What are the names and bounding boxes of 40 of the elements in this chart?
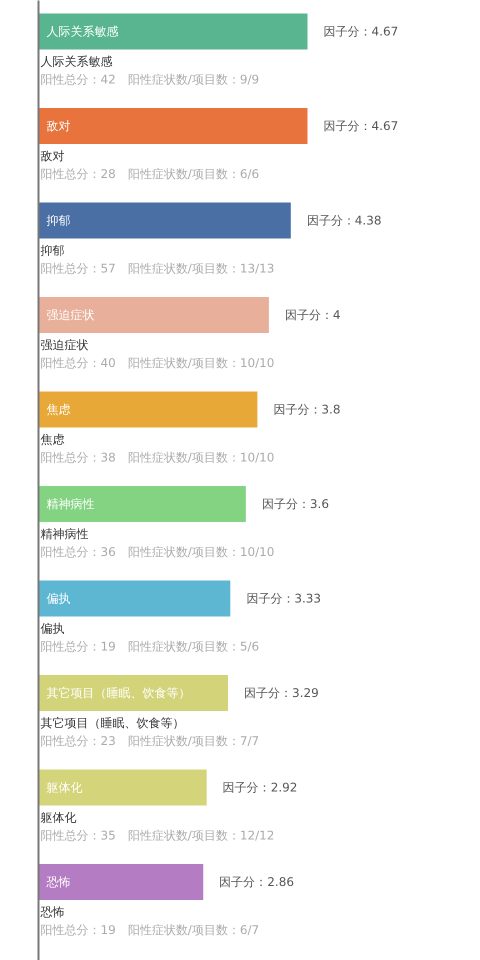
y-tick-label: 强迫症状	[46, 308, 94, 322]
data-label: 因子分：3.6	[262, 497, 329, 511]
y-tick-label: 抑郁	[46, 214, 70, 228]
data-label: 因子分：3.33	[246, 592, 322, 606]
annotation: 阳性总分：28 阳性症状数/项目数：6/6	[40, 167, 260, 181]
bar	[38, 486, 246, 522]
bar	[38, 14, 308, 50]
bar	[38, 864, 204, 900]
bar	[38, 392, 258, 428]
annotation: 阳性总分：36 阳性症状数/项目数：10/10	[40, 545, 274, 559]
annotation: 阳性总分：40 阳性症状数/项目数：10/10	[40, 356, 274, 370]
data-label: 因子分：4.67	[324, 119, 398, 133]
y-tick-label: 人际关系敏感	[46, 24, 118, 38]
y-tick-label: 其它项目（睡眠、饮食等）	[46, 686, 190, 700]
bar	[38, 580, 230, 616]
data-label: 因子分：4.67	[324, 24, 398, 38]
y-tick-label: 偏执	[46, 592, 70, 606]
data-label: 因子分：2.86	[219, 875, 294, 889]
y-tick-label: 恐怖	[46, 875, 70, 889]
bar	[38, 297, 269, 333]
bar	[38, 770, 207, 806]
annotation: 阳性总分：23 阳性症状数/项目数：7/7	[40, 734, 260, 748]
bar	[38, 202, 291, 238]
bar	[38, 108, 308, 144]
annotation: 阳性总分：57 阳性症状数/项目数：13/13	[40, 262, 274, 276]
y-tick-label: 焦虑	[46, 402, 70, 416]
y-tick-label: 精神病性	[46, 497, 94, 511]
annotation: 阳性总分：42 阳性症状数/项目数：9/9	[40, 72, 260, 86]
y-tick-label: 躯体化	[46, 780, 82, 794]
bar	[38, 675, 228, 711]
annotation: 阳性总分：38 阳性症状数/项目数：10/10	[40, 450, 274, 464]
annotation: 阳性总分：19 阳性症状数/项目数：6/7	[40, 923, 260, 937]
y-tick-label: 敌对	[46, 119, 70, 133]
data-label: 因子分：4.38	[306, 214, 382, 228]
annotation: 阳性总分：35 阳性症状数/项目数：12/12	[40, 828, 274, 842]
data-label: 因子分：3.29	[244, 686, 319, 700]
data-label: 因子分：2.92	[222, 780, 298, 794]
data-label: 因子分：4	[284, 308, 341, 322]
data-label: 因子分：3.8	[273, 402, 340, 416]
annotation: 阳性总分：19 阳性症状数/项目数：5/6	[40, 640, 260, 654]
